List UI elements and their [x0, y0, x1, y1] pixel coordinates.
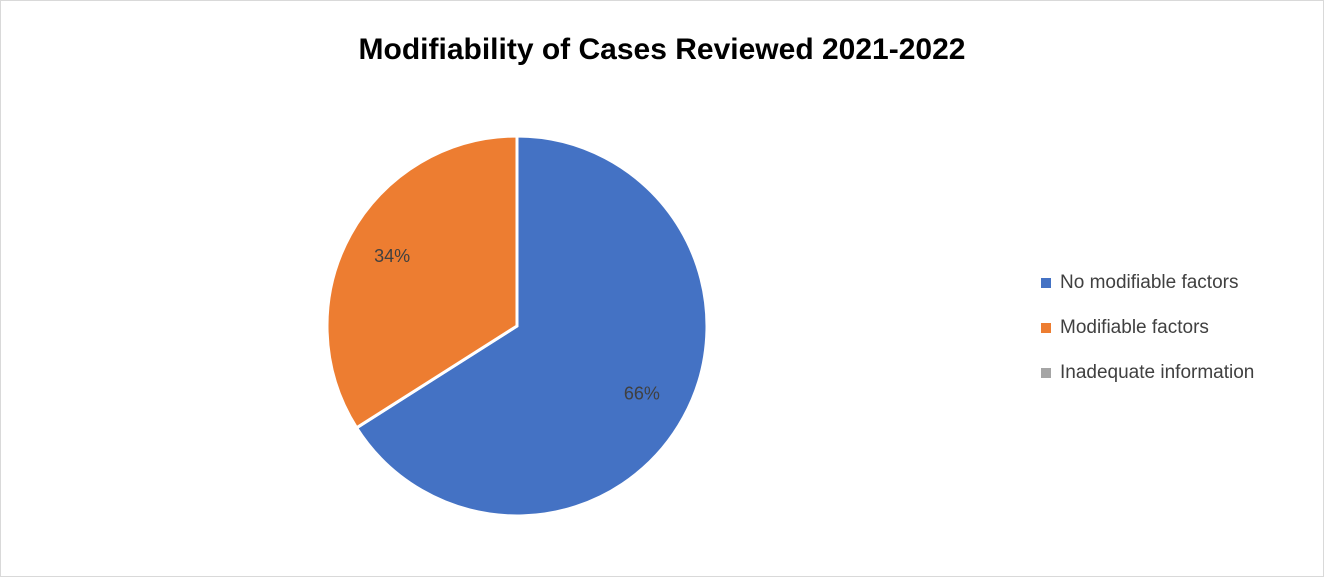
pie-slice — [325, 134, 519, 430]
pie-slice — [355, 134, 709, 518]
legend-marker — [1041, 368, 1051, 378]
legend-marker — [1041, 278, 1051, 288]
data-label: 66% — [624, 383, 660, 403]
legend-label: Modifiable factors — [1060, 317, 1209, 338]
chart-title: Modifiability of Cases Reviewed 2021-202… — [359, 33, 966, 66]
legend-marker — [1041, 323, 1051, 333]
data-label: 34% — [374, 246, 410, 266]
legend-label: Inadequate information — [1060, 362, 1254, 383]
legend-label: No modifiable factors — [1060, 272, 1238, 293]
